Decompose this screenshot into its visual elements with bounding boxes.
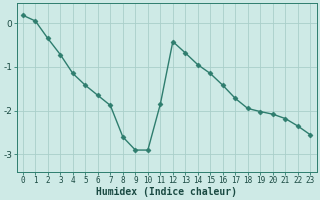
X-axis label: Humidex (Indice chaleur): Humidex (Indice chaleur) [96, 186, 237, 197]
